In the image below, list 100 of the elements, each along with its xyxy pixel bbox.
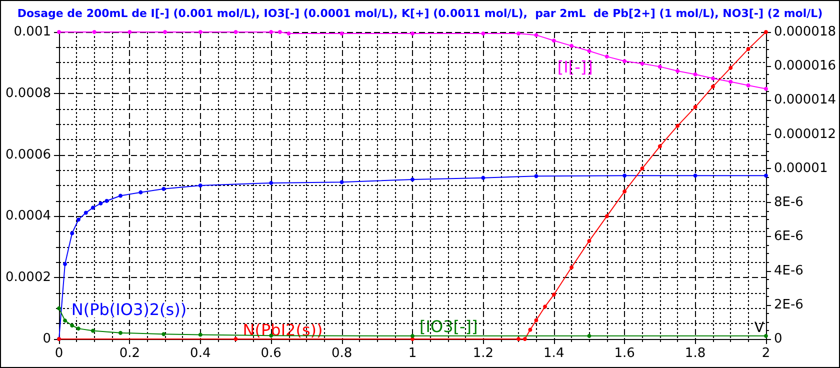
point: [70, 231, 74, 236]
point: [98, 201, 103, 206]
x-tick-label: 0: [54, 346, 64, 361]
y2-tick-label: 2E-6: [774, 297, 804, 312]
point: [410, 32, 414, 36]
point: [640, 166, 644, 170]
point: [57, 30, 61, 34]
point: [198, 30, 202, 34]
point: [710, 76, 715, 80]
point: [693, 72, 698, 76]
point: [764, 174, 768, 178]
y2-tick-label: 0.000014: [774, 92, 836, 108]
point: [543, 304, 548, 309]
point: [481, 32, 486, 36]
x-tick-label: 1.8: [684, 346, 706, 361]
point: [640, 62, 644, 66]
point: [587, 49, 592, 54]
series-label: N(Pb(IO3)2(s)): [71, 300, 187, 320]
x-tick-label: 0.8: [331, 346, 352, 361]
point: [622, 189, 627, 194]
point: [90, 206, 95, 210]
point: [90, 328, 95, 333]
point: [104, 198, 109, 203]
y-tick-label: 0.0008: [6, 86, 51, 101]
point: [522, 337, 527, 341]
x-tick-label: 1.2: [472, 346, 494, 361]
y-tick-label: 0.0004: [6, 208, 51, 224]
y2-tick-label: 0.000018: [774, 24, 836, 40]
point: [234, 30, 238, 34]
y2-tick-label: 8E-6: [774, 195, 804, 210]
point: [198, 332, 202, 337]
point: [92, 30, 96, 34]
point: [534, 174, 538, 178]
point: [76, 326, 80, 331]
point: [481, 176, 486, 180]
y2-tick-label: 4E-6: [774, 263, 804, 278]
point: [658, 144, 662, 148]
point: [118, 330, 123, 335]
chart-title: Dosage de 200mL de I[-] (0.001 mol/L), IO3[-] (0.0001 mol/L), K[+] (0.0011 mol/L), par 2mL de Pb[2+] (1 mol/L), NO3[-] (2 mol/L): [17, 7, 823, 20]
point: [728, 80, 733, 84]
point: [676, 68, 680, 73]
point: [693, 105, 698, 110]
point: [764, 334, 768, 338]
series-label: N(PbI2(s)): [242, 320, 323, 340]
point: [676, 124, 680, 128]
point: [63, 318, 68, 323]
point: [516, 32, 521, 36]
point: [658, 64, 662, 69]
point: [534, 33, 538, 38]
y2-tick-label: 0.000012: [774, 126, 836, 142]
point: [162, 186, 166, 191]
x-tick-label: 0.2: [119, 346, 140, 361]
x-tick-label: 1.6: [614, 346, 635, 361]
point: [604, 54, 609, 59]
x-tick-label: 1: [408, 346, 417, 361]
point: [118, 194, 123, 198]
point: [587, 334, 592, 338]
y2-tick-label: 0.000016: [774, 58, 836, 74]
y-tick-label: 0: [42, 332, 51, 346]
point: [587, 238, 592, 243]
point: [128, 30, 132, 34]
point: [340, 180, 344, 184]
point: [552, 38, 556, 43]
point: [528, 328, 532, 332]
series-label: [IO3[-]]: [420, 317, 478, 336]
point: [63, 262, 68, 266]
point: [162, 332, 166, 336]
y2-tick-label: 0: [774, 332, 782, 346]
point: [570, 265, 574, 270]
point: [278, 30, 282, 34]
point: [552, 292, 556, 297]
point: [70, 323, 74, 328]
point: [534, 318, 538, 322]
point: [410, 178, 414, 182]
x-tick-label: 1.4: [544, 346, 564, 361]
point: [746, 83, 750, 88]
point: [410, 334, 414, 338]
y-tick-label: 0.001: [14, 24, 51, 40]
point: [622, 174, 627, 178]
x-tick-label: 2: [762, 346, 770, 361]
point: [693, 174, 698, 178]
point: [269, 30, 274, 34]
x-tick-label: 0.4: [190, 346, 211, 361]
point: [764, 86, 768, 91]
point: [604, 214, 609, 218]
y-tick-label: 0.0002: [6, 270, 51, 286]
point: [570, 44, 574, 48]
y-tick-label: 0.0006: [6, 147, 51, 162]
point: [340, 32, 344, 36]
point: [710, 84, 715, 89]
point: [764, 30, 768, 34]
point: [269, 180, 274, 185]
point: [286, 32, 291, 36]
point: [76, 218, 80, 222]
y2-tick-label: 0.00001: [774, 160, 828, 176]
point: [728, 66, 733, 70]
point: [198, 184, 202, 188]
y2-tick-label: 6E-6: [774, 229, 804, 244]
point: [138, 190, 143, 194]
point: [84, 210, 88, 215]
